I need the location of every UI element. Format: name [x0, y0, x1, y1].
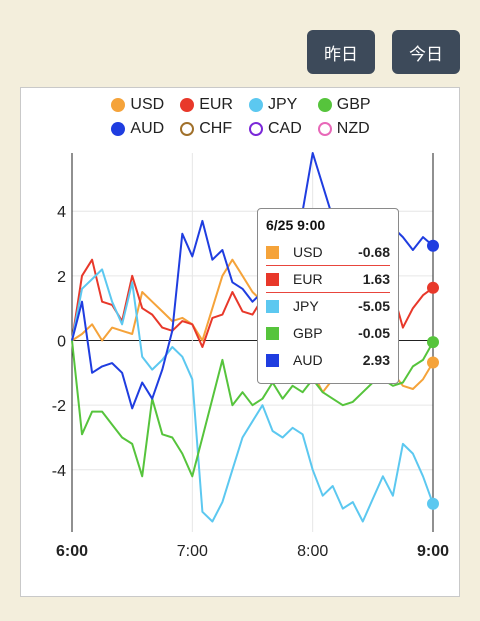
y-tick-label: 0	[57, 334, 66, 351]
tooltip-series-name: JPY	[293, 298, 319, 314]
y-tick-label: 2	[57, 269, 66, 286]
y-tick-label: 4	[57, 204, 66, 221]
today-button[interactable]: 今日	[392, 30, 460, 74]
legend-label: CHF	[199, 120, 233, 137]
legend-swatch	[248, 122, 263, 136]
tooltip-row-aud: AUD 2.93	[266, 347, 390, 374]
legend-item-aud[interactable]: AUD	[111, 120, 164, 138]
tooltip-series-value: 2.93	[362, 352, 390, 368]
legend-item-gbp[interactable]: GBP	[317, 96, 371, 114]
y-tick-label: -2	[52, 398, 66, 415]
legend-label: CAD	[267, 120, 302, 137]
legend-swatch	[180, 122, 195, 136]
tooltip-row-usd: USD -0.68	[266, 239, 390, 266]
legend-label: AUD	[130, 120, 165, 137]
legend-label: USD	[130, 96, 165, 113]
tooltip-series-name: AUD	[293, 352, 323, 368]
yesterday-button[interactable]: 昨日	[307, 30, 375, 74]
tooltip-swatch	[266, 326, 279, 340]
legend-swatch	[111, 122, 126, 136]
x-tick-label: 6:00	[56, 543, 88, 560]
legend-swatch	[111, 98, 126, 112]
series-marker-usd	[427, 356, 439, 369]
legend-swatch	[248, 98, 263, 112]
legend-label: GBP	[336, 96, 371, 113]
y-tick-label: -4	[52, 463, 66, 480]
legend-label: EUR	[199, 96, 233, 113]
legend-item-chf[interactable]: CHF	[180, 120, 233, 138]
series-line-jpy	[71, 268, 434, 523]
series-marker-aud	[427, 239, 439, 252]
tooltip-swatch	[266, 272, 279, 286]
legend-item-cad[interactable]: CAD	[248, 120, 302, 138]
legend-swatch	[180, 98, 195, 112]
tooltip-row-jpy: JPY -5.05	[266, 293, 390, 320]
tooltip-series-value: 1.63	[362, 271, 390, 287]
tooltip-series-value: -5.05	[358, 298, 390, 314]
series-marker-eur	[427, 281, 439, 294]
chart-tooltip: 6/25 9:00 USD -0.68 EUR 1.63 JPY -5.05 GBP -0.0…	[257, 208, 399, 384]
series-marker-jpy	[427, 497, 439, 510]
x-tick-label: 9:00	[417, 543, 449, 560]
legend-swatch	[317, 98, 332, 112]
tooltip-row-gbp: GBP -0.05	[266, 320, 390, 347]
legend-item-jpy[interactable]: JPY	[248, 96, 302, 114]
chart-legend: USD EUR JPY GBP AUD CHF CAD NZD	[21, 96, 461, 138]
legend-swatch	[317, 122, 332, 136]
tooltip-series-name: GBP	[293, 325, 323, 341]
x-tick-label: 7:00	[177, 543, 208, 560]
tooltip-swatch	[266, 353, 279, 367]
tooltip-series-name: USD	[293, 244, 323, 260]
legend-label: JPY	[267, 96, 298, 113]
legend-item-usd[interactable]: USD	[111, 96, 164, 114]
series-marker-gbp	[427, 336, 439, 349]
legend-item-nzd[interactable]: NZD	[317, 120, 371, 138]
tooltip-swatch	[266, 245, 279, 259]
tooltip-series-value: -0.68	[358, 244, 390, 260]
tooltip-swatch	[266, 299, 279, 313]
chart-card: -4 -2 0 2 4 6:00 7:00 8:00 9:00 USD EUR JPY GBP AUD C…	[20, 87, 460, 597]
tooltip-series-name: EUR	[293, 271, 323, 287]
x-tick-label: 8:00	[297, 543, 328, 560]
tooltip-title: 6/25 9:00	[266, 217, 326, 233]
tooltip-series-value: -0.05	[358, 325, 390, 341]
tooltip-row-eur: EUR 1.63	[266, 266, 390, 293]
legend-label: NZD	[336, 120, 370, 137]
legend-item-eur[interactable]: EUR	[180, 96, 233, 114]
